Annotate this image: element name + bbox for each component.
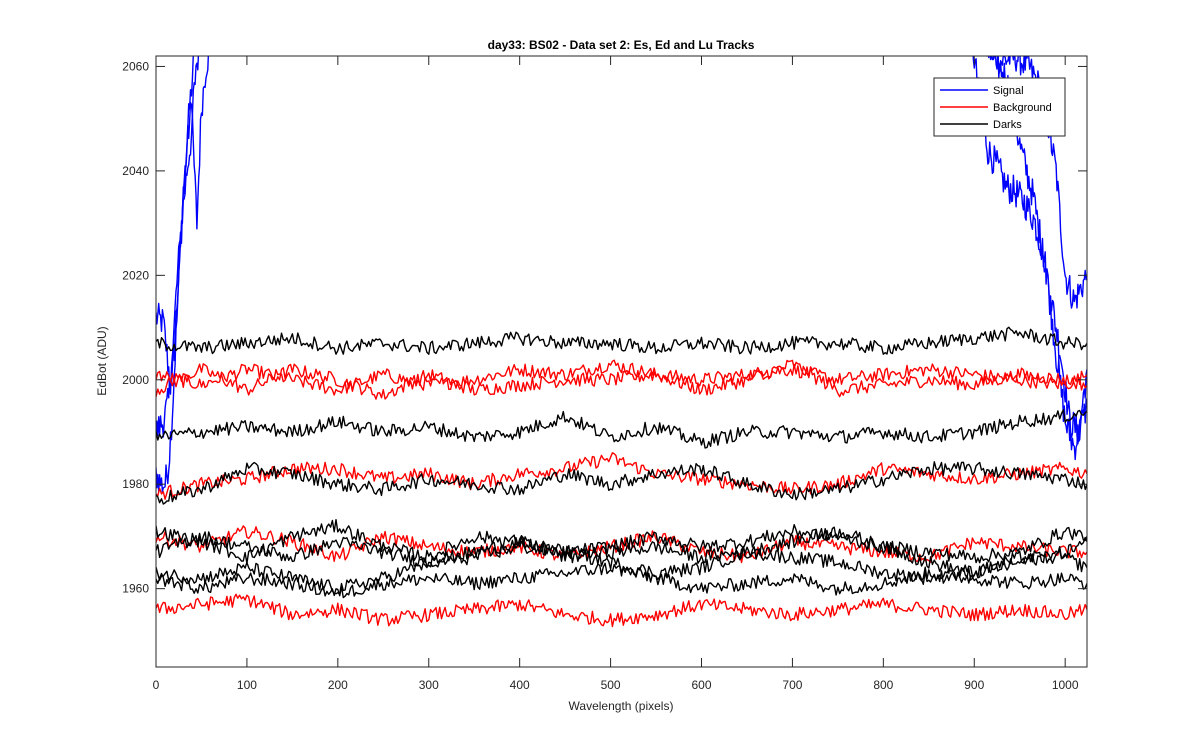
x-tick-label: 300 bbox=[419, 678, 439, 692]
darks-series-line-4 bbox=[156, 519, 1087, 564]
x-tick-label: 400 bbox=[510, 678, 530, 692]
signal-series-line-5 bbox=[972, 56, 1087, 445]
x-tick-label: 800 bbox=[873, 678, 893, 692]
background-series-line-2 bbox=[156, 359, 1087, 400]
plot-area bbox=[156, 56, 1087, 667]
y-tick-label: 1960 bbox=[122, 582, 149, 596]
darks-series-line-1 bbox=[156, 326, 1087, 355]
y-tick-label: 2040 bbox=[122, 164, 149, 178]
signal-series-line-3 bbox=[156, 56, 210, 438]
y-tick-label: 2060 bbox=[122, 59, 149, 73]
x-tick-label: 600 bbox=[691, 678, 711, 692]
x-tick-label: 1000 bbox=[1052, 678, 1079, 692]
x-tick-label: 200 bbox=[328, 678, 348, 692]
x-tick-label: 100 bbox=[237, 678, 257, 692]
x-axis-ticks: 0 100 200 300 400 500 600 700 800 900 1000 bbox=[153, 56, 1079, 692]
series-layer bbox=[156, 56, 1087, 628]
darks-series-line-3 bbox=[156, 461, 1087, 505]
x-axis-label: Wavelength (pixels) bbox=[569, 699, 674, 713]
chart-title: day33: BS02 - Data set 2: Es, Ed and Lu … bbox=[488, 38, 755, 52]
signal-series-line-6 bbox=[991, 56, 1087, 461]
y-tick-label: 1980 bbox=[122, 477, 149, 491]
darks-series-line-2 bbox=[156, 409, 1087, 449]
y-tick-label: 2000 bbox=[122, 373, 149, 387]
y-tick-label: 2020 bbox=[122, 268, 149, 282]
x-tick-label: 900 bbox=[964, 678, 984, 692]
darks-series-line-7 bbox=[156, 562, 1087, 599]
background-series-line-1 bbox=[156, 359, 1087, 396]
x-tick-label: 700 bbox=[782, 678, 802, 692]
legend-label-signal: Signal bbox=[993, 85, 1024, 97]
darks-series-line-6 bbox=[156, 540, 1087, 595]
signal-series-line-2 bbox=[156, 56, 200, 493]
y-axis-ticks: 1960 1980 2000 2020 2040 2060 bbox=[122, 59, 1087, 596]
x-tick-label: 0 bbox=[153, 678, 160, 692]
background-series-line-5 bbox=[156, 593, 1087, 628]
y-axis-label: EdBot (ADU) bbox=[95, 326, 109, 395]
legend: Signal Background Darks bbox=[933, 77, 1066, 137]
axes-box bbox=[155, 55, 1088, 668]
signal-series-line-4 bbox=[986, 56, 1087, 309]
x-tick-label: 500 bbox=[601, 678, 621, 692]
legend-label-background: Background bbox=[993, 102, 1052, 114]
darks-series-line-5 bbox=[156, 526, 1087, 579]
legend-label-darks: Darks bbox=[993, 119, 1022, 131]
